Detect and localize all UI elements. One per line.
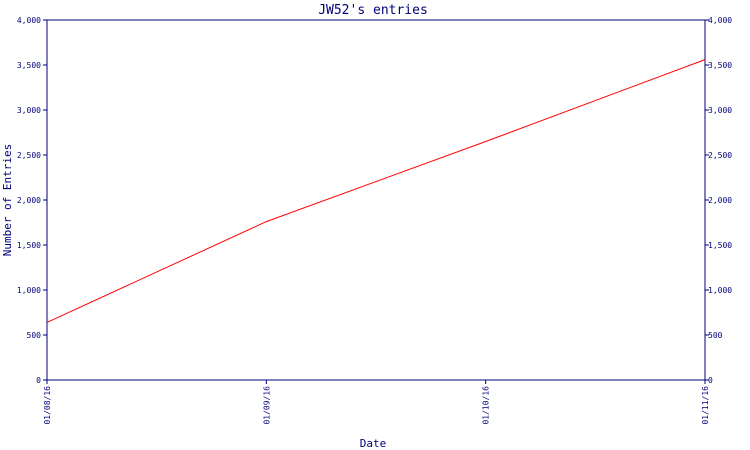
y-tick-label-left: 2,500 (17, 151, 41, 160)
y-tick-label-right: 3,500 (708, 61, 732, 70)
y-tick-label-right: 2,500 (708, 151, 732, 160)
series-line (46, 59, 706, 323)
x-axis: 01/08/16 01/09/16 01/10/16 01/11/16 (43, 380, 710, 425)
y-tick-label-left: 1,500 (17, 241, 41, 250)
x-tick-label: 01/10/16 (482, 386, 491, 425)
x-tick-label: 01/11/16 (701, 386, 710, 425)
y-tick-label-right: 500 (708, 331, 723, 340)
y-tick-label-right: 2,000 (708, 196, 732, 205)
y-tick-label-left: 0 (36, 376, 41, 385)
y-tick-label-left: 500 (27, 331, 42, 340)
series-layer (46, 59, 706, 323)
y-tick-label-left: 4,000 (17, 16, 41, 25)
y-tick-label-left: 3,500 (17, 61, 41, 70)
y-tick-label-left: 3,000 (17, 106, 41, 115)
y-tick-label-right: 0 (708, 376, 713, 385)
y-tick-label-left: 1,000 (17, 286, 41, 295)
x-axis-title: Date (360, 437, 387, 450)
y-tick-label-right: 3,000 (708, 106, 732, 115)
y-axis-right: 0 500 1,000 1,500 2,000 2,500 3,000 3,500 4,000 (705, 16, 732, 385)
y-tick-label-right: 1,500 (708, 241, 732, 250)
y-axis-left: 0 500 1,000 1,500 2,000 2,500 3,000 3,500 4,000 (17, 16, 47, 385)
x-tick-label: 01/09/16 (262, 386, 271, 425)
plot-area-frame (46, 19, 706, 381)
x-tick-label: 01/08/16 (43, 386, 52, 425)
chart-title: JW52's entries (318, 3, 428, 18)
y-tick-label-left: 2,000 (17, 196, 41, 205)
y-tick-label-right: 4,000 (708, 16, 732, 25)
y-tick-label-right: 1,000 (708, 286, 732, 295)
y-axis-title: Number of Entries (1, 144, 14, 257)
